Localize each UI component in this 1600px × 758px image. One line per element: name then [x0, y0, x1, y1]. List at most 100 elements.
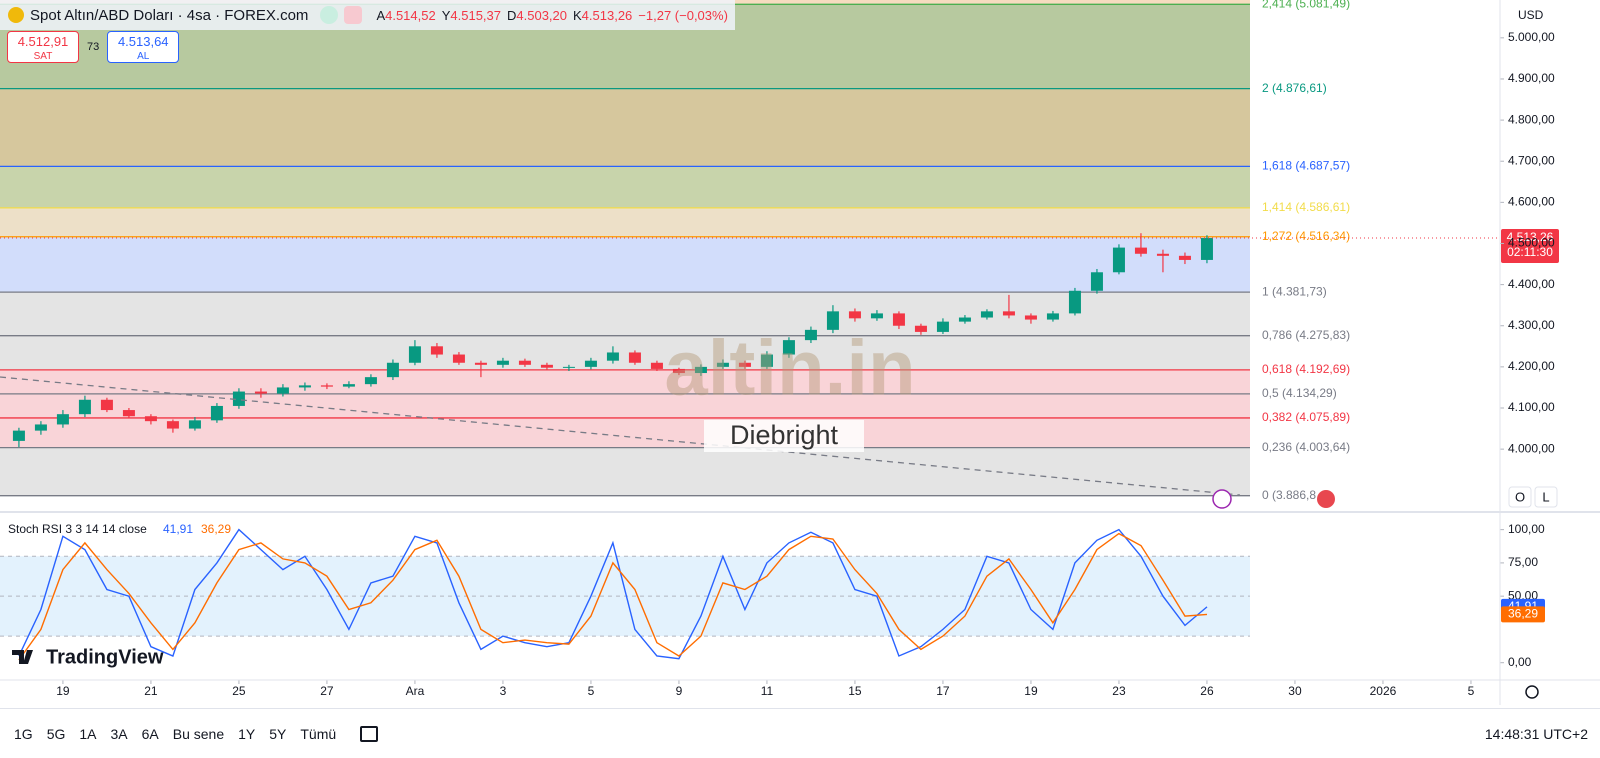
fib-band: [0, 236, 1250, 293]
fib-label: 1 (4.381,73): [1262, 284, 1327, 298]
sell-label[interactable]: SAT: [33, 51, 53, 62]
range-button[interactable]: Tümü: [300, 725, 337, 742]
y-tick-label: 4.500,00: [1508, 236, 1555, 250]
y-tick-label: 4.900,00: [1508, 71, 1555, 85]
x-tick-label: 15: [848, 684, 862, 698]
candle-body: [914, 325, 927, 332]
stoch-line: [18, 528, 1208, 660]
fib-label: 2 (4.876,61): [1262, 81, 1327, 95]
ohlc-item: Y4.515,37: [442, 8, 501, 23]
fib-band: [0, 369, 1250, 394]
trade-buttons: 4.512,91 SAT 73 4.513,64 AL: [7, 31, 180, 63]
x-tick-label: 25: [232, 684, 246, 698]
symbol-header: Spot Altın/ABD Doları · 4sa · FOREX.com …: [0, 0, 735, 30]
settings-icon[interactable]: [1525, 685, 1539, 699]
x-tick-label: 19: [1024, 684, 1038, 698]
fib-label: 0,618 (4.192,69): [1262, 362, 1350, 376]
symbol: Spot Altın/ABD Doları · 4sa · FOREX.com: [8, 7, 308, 24]
candle-body: [166, 421, 179, 429]
candle-body: [56, 414, 69, 425]
candle-body: [1090, 272, 1103, 291]
y-tick-label: 50,00: [1508, 588, 1538, 602]
x-tick-label: 5: [1468, 684, 1475, 698]
stoch-value-box: [1501, 606, 1545, 623]
range-button[interactable]: 5G: [46, 725, 66, 742]
fib-label: 1,272 (4.516,34): [1262, 229, 1350, 243]
logo: TradingView: [46, 646, 164, 668]
range-button[interactable]: 3A: [110, 725, 128, 742]
last-price-box: [1501, 229, 1559, 264]
overlay: 2,414 (5.081,49) 2 (4.876,61) 1,618 (4.687…: [0, 0, 1559, 698]
range-button[interactable]: 1Y: [238, 725, 256, 742]
candle-body: [188, 420, 201, 429]
fib-label: 0,382 (4.075,89): [1262, 410, 1350, 424]
range-button[interactable]: 1A: [79, 725, 97, 742]
x-tick-label: 2026: [1370, 684, 1397, 698]
candle-body: [232, 391, 245, 406]
buy-price[interactable]: 4.513,64: [117, 34, 169, 49]
candle-body: [254, 391, 267, 394]
ohlc-item: D4.503,20: [507, 8, 567, 23]
spread: 73: [87, 41, 100, 53]
candle-body: [540, 364, 553, 368]
y-tick-label: 100,00: [1508, 522, 1545, 536]
x-tick-label: 9: [676, 684, 683, 698]
change: −1,27 (−0,03%): [638, 7, 728, 23]
range-button[interactable]: 6A: [141, 725, 159, 742]
y-tick-label: 5.000,00: [1508, 30, 1555, 44]
ohlc-key: D: [507, 7, 517, 23]
candle-body: [1002, 311, 1015, 316]
stoch-legend-value: 41,91: [163, 522, 193, 536]
candle-body: [738, 362, 751, 367]
scale-button[interactable]: [1534, 486, 1558, 508]
sell-button[interactable]: 4.512,91 SAT: [7, 31, 79, 63]
candle-body: [452, 354, 465, 363]
candle-body: [276, 387, 289, 394]
candle-body: [1112, 247, 1125, 273]
candle-body: [606, 352, 619, 361]
sell-price[interactable]: 4.512,91: [17, 34, 69, 49]
y-tick-label: 4.700,00: [1508, 153, 1555, 167]
range-button[interactable]: 1G: [14, 725, 33, 742]
candle-body: [1156, 253, 1169, 256]
candle-body: [1024, 315, 1037, 320]
buy-button[interactable]: 4.513,64 AL: [107, 31, 180, 63]
data-status[interactable]: [344, 6, 363, 24]
chart: 2,414 (5.081,49) 2 (4.876,61) 1,618 (4.687…: [0, 0, 1600, 705]
event-icon[interactable]: [1212, 489, 1232, 509]
range-button[interactable]: 5Y: [269, 725, 287, 742]
candle-body: [210, 405, 223, 421]
x-tick-label: 19: [56, 684, 70, 698]
scale-button-label[interactable]: L: [1542, 489, 1549, 504]
y-tick-label: 4.300,00: [1508, 318, 1555, 332]
candle-body: [386, 362, 399, 378]
symbol-icon: [8, 7, 24, 23]
y-tick-label: 4.000,00: [1508, 441, 1555, 455]
fib-label: 0 (3.886,8: [1262, 488, 1316, 502]
fib-label: 1,414 (4.586,61): [1262, 200, 1350, 214]
candle-body: [848, 311, 861, 319]
x-tick-label: 3: [500, 684, 507, 698]
candle-body: [716, 362, 729, 367]
candle-body: [892, 313, 905, 326]
x-tick-label: 30: [1288, 684, 1302, 698]
calendar-button[interactable]: [360, 725, 379, 742]
range-button[interactable]: Bu sene: [172, 725, 225, 742]
range-buttons: 1G 5G 1A 3A 6A Bu sene 1Y 5Y Tümü: [14, 726, 336, 742]
buy-label[interactable]: AL: [137, 51, 150, 62]
market-status[interactable]: [320, 6, 339, 24]
candle-body: [672, 368, 685, 374]
ohlc: A4.514,52 Y4.515,37 D4.503,20 K4.513,26 …: [376, 8, 727, 23]
ohlc-item: A4.514,52: [376, 8, 435, 23]
scale-button[interactable]: [1508, 486, 1532, 508]
ohlc-value: 4.513,26: [581, 7, 633, 23]
candle-body: [144, 416, 157, 422]
y-tick-label: 0,00: [1508, 655, 1532, 669]
flag-icon[interactable]: [1317, 490, 1335, 508]
scale-button-label[interactable]: O: [1515, 489, 1525, 504]
candle-body: [1068, 290, 1081, 314]
candle-body: [1200, 238, 1213, 260]
fib-band: [0, 88, 1250, 167]
countdown: 02:11:30: [1507, 245, 1553, 259]
